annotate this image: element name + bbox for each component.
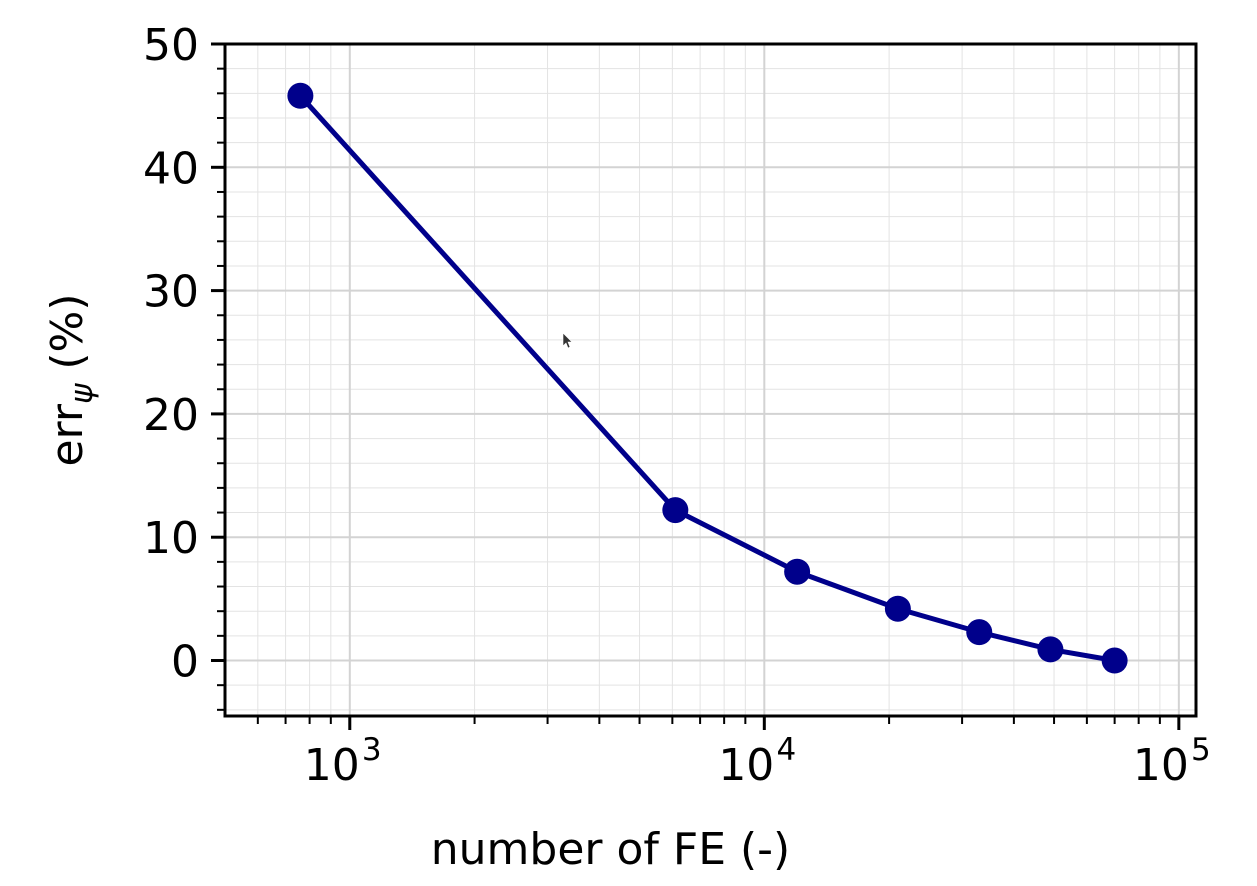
series-layer	[287, 82, 1128, 674]
y-tick-label: 40	[143, 143, 199, 194]
x-tick-exponent: 3	[362, 732, 382, 768]
x-tick-label: 10	[1133, 740, 1189, 791]
data-point	[784, 558, 811, 585]
y-tick-label: 50	[143, 20, 199, 71]
axis-ticks	[211, 42, 1181, 730]
mouse-pointer-icon	[562, 332, 573, 349]
y-tick-label: 30	[143, 267, 199, 318]
major-grid	[225, 43, 1196, 716]
minor-grid	[225, 44, 1196, 716]
x-tick-exponent: 5	[1191, 732, 1211, 768]
x-tick-exponent: 4	[776, 732, 796, 768]
y-axis-label: errψ (%)	[42, 293, 100, 466]
data-point	[1101, 647, 1128, 674]
y-tick-label: 20	[143, 390, 199, 441]
data-point	[966, 619, 993, 646]
data-point	[884, 595, 911, 622]
x-axis-label: number of FE (-)	[431, 824, 790, 875]
data-point	[662, 497, 689, 524]
x-tick-label: 10	[304, 740, 360, 791]
y-tick-label: 10	[143, 513, 199, 564]
data-point	[287, 82, 314, 109]
data-point	[1037, 636, 1064, 663]
series-line	[298, 94, 1116, 663]
x-tick-label: 10	[718, 740, 774, 791]
y-tick-label: 0	[171, 637, 199, 688]
plot-frame	[223, 42, 1198, 718]
